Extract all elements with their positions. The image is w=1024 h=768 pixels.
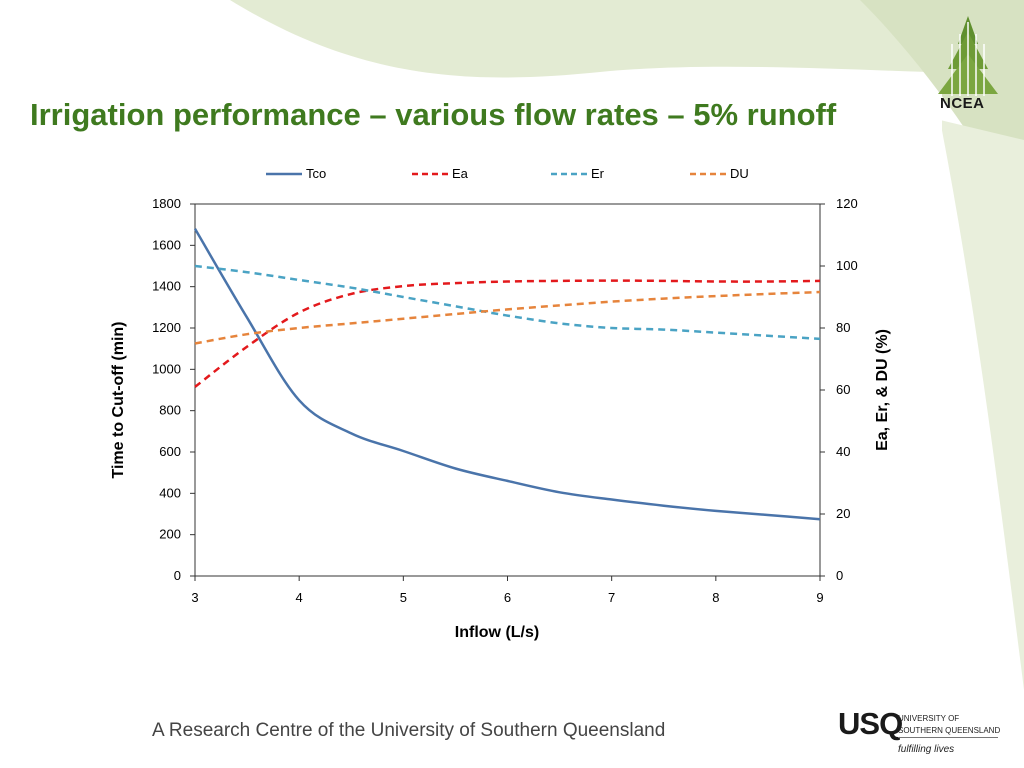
x-tick-label: 8 bbox=[712, 590, 719, 605]
slide-title: Irrigation performance – various flow ra… bbox=[30, 97, 837, 132]
plot-frame bbox=[194, 203, 821, 577]
y2-tick-label: 80 bbox=[836, 320, 850, 335]
y-tick-label: 400 bbox=[159, 485, 181, 500]
x-tick-label: 5 bbox=[400, 590, 407, 605]
series-line-du bbox=[194, 290, 821, 345]
usq-mark: USQ bbox=[838, 706, 903, 741]
y2-tick-label: 20 bbox=[836, 506, 850, 521]
y-tick-label: 0 bbox=[174, 568, 181, 583]
usq-name-line1: UNIVERSITY OF bbox=[898, 714, 960, 723]
y-tick-label: 600 bbox=[159, 444, 181, 459]
y2-tick-label: 60 bbox=[836, 382, 850, 397]
ncea-logo-text: NCEA bbox=[940, 95, 985, 112]
title-band bbox=[0, 92, 942, 142]
irrigation-chart: Tco Ea Er DU 020040060080010001200140016001… bbox=[110, 166, 891, 641]
usq-name-line2: SOUTHERN QUEENSLAND bbox=[898, 726, 1001, 735]
x-axis-label: Inflow (L/s) bbox=[455, 624, 539, 641]
legend-label-er: Er bbox=[591, 166, 605, 181]
footer-text: A Research Centre of the University of S… bbox=[152, 720, 666, 741]
y2-tick-label: 0 bbox=[836, 568, 843, 583]
chart-legend: Tco Ea Er DU bbox=[266, 166, 749, 181]
y-tick-label: 800 bbox=[159, 403, 181, 418]
legend-label-du: DU bbox=[730, 166, 749, 181]
y2-tick-label: 100 bbox=[836, 258, 858, 273]
series-line-er bbox=[194, 264, 821, 341]
x-tick-label: 7 bbox=[608, 590, 615, 605]
x-axis-ticks: 3 4 5 6 7 8 9 bbox=[191, 576, 824, 605]
y2-tick-label: 40 bbox=[836, 444, 850, 459]
y-tick-label: 1800 bbox=[152, 196, 181, 211]
usq-tagline: fulfilling lives bbox=[898, 744, 955, 755]
left-axis-ticks: 0 200 400 600 800 1000 1200 1400 1600 1800 bbox=[152, 196, 195, 583]
series-lines bbox=[193, 228, 821, 521]
y-tick-label: 1200 bbox=[152, 320, 181, 335]
y-tick-label: 1000 bbox=[152, 361, 181, 376]
x-tick-label: 9 bbox=[816, 590, 823, 605]
x-tick-label: 4 bbox=[296, 590, 303, 605]
usq-divider bbox=[898, 737, 998, 738]
usq-logo: USQ UNIVERSITY OF SOUTHERN QUEENSLAND fu… bbox=[838, 706, 1018, 762]
y2-tick-label: 120 bbox=[836, 196, 858, 211]
legend-label-tco: Tco bbox=[306, 166, 326, 181]
ncea-tree-logo-icon bbox=[938, 16, 998, 96]
series-line-ea bbox=[194, 279, 821, 388]
y-tick-label: 200 bbox=[159, 527, 181, 542]
x-tick-label: 3 bbox=[191, 590, 198, 605]
legend-label-ea: Ea bbox=[452, 166, 469, 181]
y-tick-label: 1400 bbox=[152, 279, 181, 294]
x-tick-label: 6 bbox=[504, 590, 511, 605]
y-axis-label: Time to Cut-off (min) bbox=[110, 321, 127, 478]
y2-axis-label: Ea, Er, & DU (%) bbox=[874, 329, 891, 451]
series-line-tco bbox=[193, 228, 821, 521]
y-tick-label: 1600 bbox=[152, 237, 181, 252]
right-axis-ticks: 0 20 40 60 80 100 120 bbox=[820, 196, 858, 583]
